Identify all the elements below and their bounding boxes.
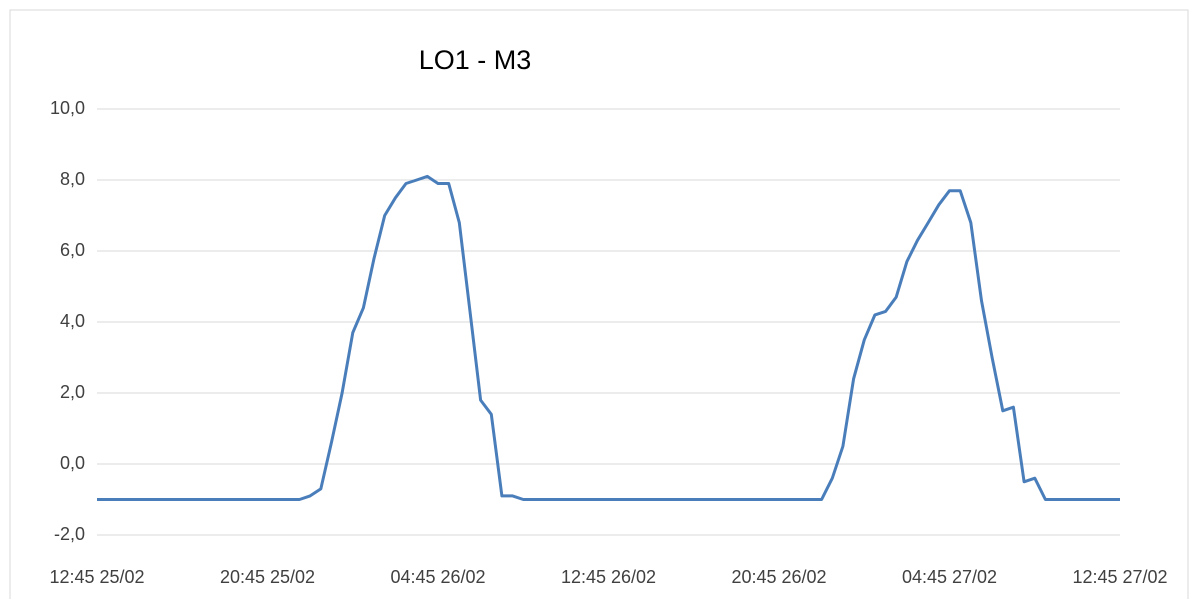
x-tick-label: 04:45 26/02 <box>390 567 485 587</box>
x-tick-label: 04:45 27/02 <box>902 567 997 587</box>
y-tick-label: 8,0 <box>60 169 85 189</box>
data-line <box>97 174 1120 501</box>
y-tick-label: 10,0 <box>50 98 85 118</box>
y-tick-label: 0,0 <box>60 453 85 473</box>
x-tick-label: 20:45 25/02 <box>220 567 315 587</box>
y-tick-label: -2,0 <box>54 524 85 544</box>
chart-border <box>9 9 1189 599</box>
x-tick-label: 12:45 25/02 <box>49 567 144 587</box>
chart-title: LO1 - M3 <box>419 45 532 75</box>
y-tick-label: 4,0 <box>60 311 85 331</box>
x-tick-label: 12:45 26/02 <box>561 567 656 587</box>
x-tick-label: 20:45 26/02 <box>731 567 826 587</box>
x-tick-label: 12:45 27/02 <box>1072 567 1167 587</box>
y-tick-label: 2,0 <box>60 382 85 402</box>
y-tick-label: 6,0 <box>60 240 85 260</box>
